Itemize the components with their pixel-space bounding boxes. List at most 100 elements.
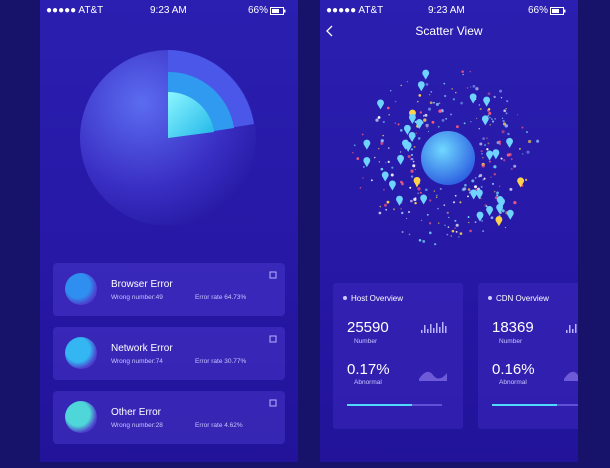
scatter-dot	[410, 175, 414, 178]
mini-bar	[430, 324, 432, 333]
scatter-dot	[536, 139, 540, 143]
scatter-dot	[382, 134, 384, 137]
wrong-number: Wrong number:49	[111, 294, 163, 301]
scatter-dot	[410, 153, 413, 156]
location-pin	[409, 113, 416, 124]
scatter-dot	[356, 157, 360, 160]
scatter-dot	[454, 219, 457, 222]
location-pin	[363, 139, 371, 150]
scatter-dot	[494, 118, 497, 120]
scatter-dot	[439, 187, 442, 191]
mini-bar	[424, 325, 426, 333]
scatter-dot	[504, 226, 507, 229]
scatter-dot	[499, 89, 503, 93]
mini-charts	[419, 322, 447, 381]
scatter-dot	[384, 203, 387, 207]
abnormal-value: 0.16%	[492, 361, 535, 378]
scatter-dot	[388, 147, 390, 149]
abnormal-label: Abnormal	[499, 379, 527, 386]
scatter-dot	[459, 201, 462, 204]
scatter-dot	[469, 70, 471, 73]
scatter-dot	[478, 104, 481, 106]
scatter-dot	[378, 161, 381, 163]
scatter-dot	[463, 122, 466, 125]
scatter-dot	[353, 144, 356, 147]
scatter-dot	[436, 194, 438, 197]
title-dot	[343, 296, 347, 300]
scatter-dot	[412, 164, 416, 168]
scatter-dot	[433, 101, 435, 104]
scatter-dot	[499, 185, 501, 187]
scatter-dot	[429, 101, 433, 105]
scatter-dot	[469, 86, 472, 88]
scatter-dot	[505, 108, 507, 110]
scatter-dot	[378, 211, 382, 215]
scatter-dot	[443, 204, 446, 207]
scatter-dot	[498, 140, 501, 144]
scatter-dot	[479, 107, 482, 111]
mini-bar	[439, 327, 441, 333]
scatter-dot	[461, 70, 464, 73]
scatter-dot	[454, 227, 456, 229]
scatter-dot	[414, 201, 417, 205]
carrier: ●●●●● AT&T	[326, 5, 384, 16]
scatter-graphic	[352, 69, 540, 246]
scatter-dot	[391, 166, 394, 169]
scatter-dot	[374, 156, 376, 159]
icon-shape	[269, 271, 277, 279]
scatter-dot	[390, 173, 394, 177]
scatter-dot	[496, 191, 499, 195]
scatter-dot	[525, 131, 529, 134]
scatter-dot	[480, 185, 483, 188]
scatter-dot	[482, 157, 484, 159]
mini-bar	[569, 325, 571, 333]
time: 9:23 AM	[150, 5, 187, 16]
scatter-dot	[501, 130, 505, 134]
screen-title: Scatter View	[415, 24, 483, 38]
battery-icon	[270, 7, 286, 15]
scatter-dot	[521, 153, 524, 155]
sphere-core	[168, 91, 214, 138]
location-pin	[396, 195, 403, 206]
location-pin	[404, 141, 412, 152]
scatter-dot	[482, 179, 484, 181]
scatter-dot	[503, 159, 506, 162]
scatter-dot	[438, 102, 441, 105]
scatter-dot	[423, 118, 427, 122]
error-title: Network Error	[111, 343, 173, 354]
scatter-dot	[405, 217, 408, 220]
scatter-dot	[424, 113, 428, 117]
status-bar: ●●●●● AT&T 9:23 AM 66%	[320, 5, 578, 19]
scatter-dot	[352, 152, 354, 154]
scatter-dot	[428, 222, 432, 225]
scatter-dot	[361, 133, 364, 136]
scatter-dot	[431, 120, 435, 124]
scatter-dot	[467, 195, 469, 198]
scatter-dot	[510, 167, 513, 170]
scatter-dot	[490, 176, 492, 178]
location-pin	[377, 99, 384, 110]
icon-shape	[269, 399, 277, 407]
scatter-dot	[378, 147, 380, 150]
scatter-dot	[394, 122, 397, 124]
scatter-dot	[481, 153, 483, 155]
location-pin	[389, 180, 396, 191]
location-pin	[381, 171, 389, 182]
scatter-dot	[414, 168, 417, 171]
scatter-dot	[422, 239, 426, 243]
back-button[interactable]	[325, 25, 335, 37]
scatter-dot	[380, 141, 384, 145]
scatter-dot	[491, 182, 495, 185]
scatter-dot	[485, 205, 488, 208]
scatter-dot	[521, 126, 524, 129]
scatter-dot	[493, 95, 496, 99]
scatter-dot	[490, 216, 494, 220]
scatter-dot	[488, 111, 492, 115]
scatter-dot	[437, 207, 439, 210]
mini-bar	[572, 329, 574, 333]
scatter-dot	[487, 107, 491, 111]
scatter-dot	[362, 177, 364, 179]
scatter-dot	[455, 91, 457, 94]
scatter-dot	[509, 187, 513, 191]
scatter-dot	[429, 199, 432, 202]
